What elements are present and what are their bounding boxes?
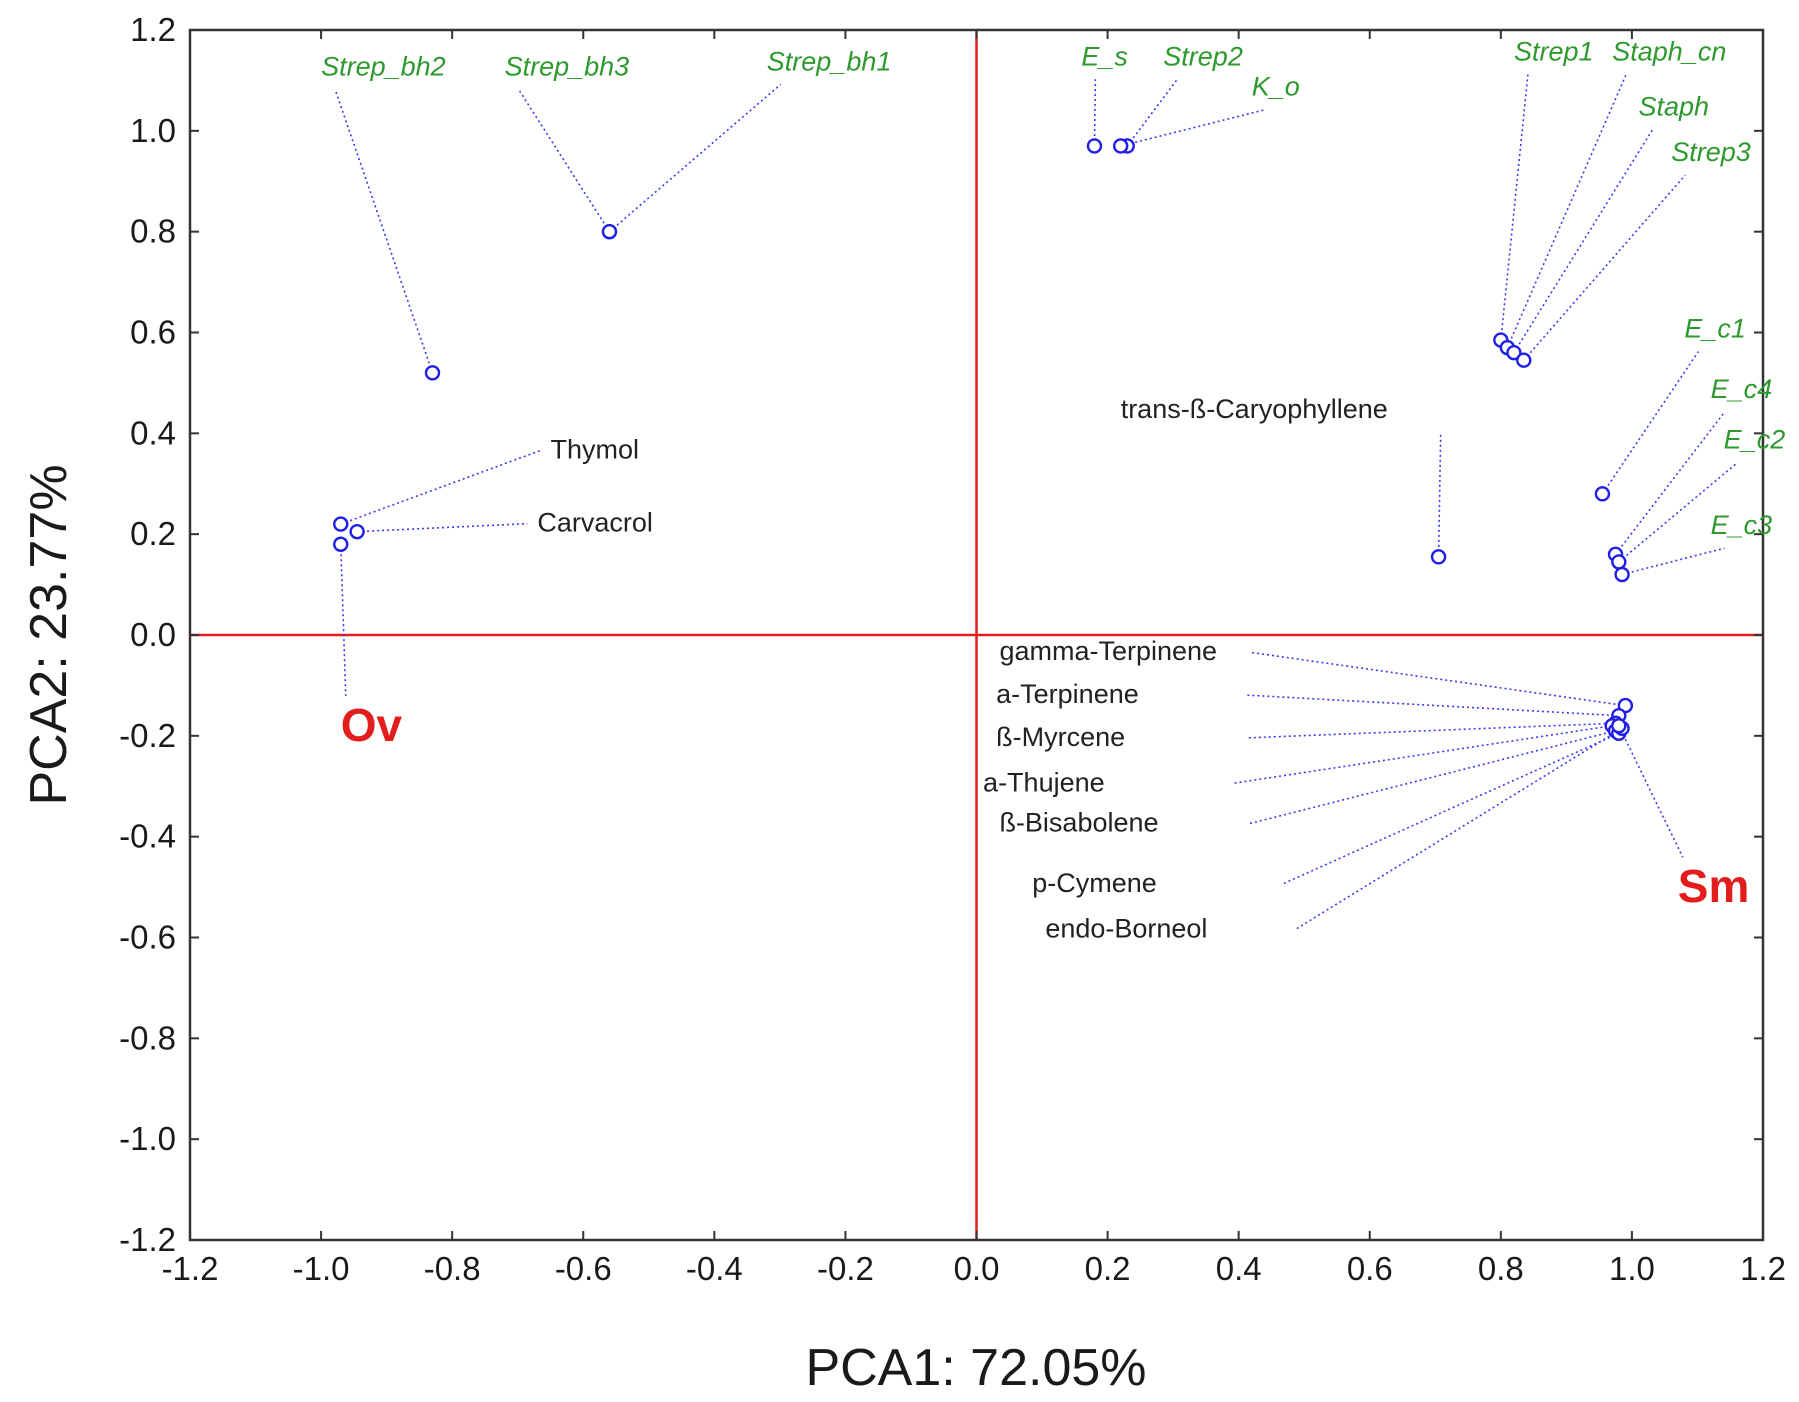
- x-tick-label: -0.4: [686, 1250, 743, 1287]
- label-strep-bh2: Strep_bh2: [321, 51, 446, 81]
- x-tick-label: 0.0: [954, 1250, 1000, 1287]
- y-tick-label: 1.0: [130, 112, 176, 149]
- label-k-o: K_o: [1252, 72, 1300, 102]
- y-tick-label: 0.8: [130, 213, 176, 250]
- point-strep-bh1: [601, 223, 618, 240]
- leader-line-staph: [1513, 129, 1654, 354]
- leader-line-strep3: [1523, 174, 1686, 361]
- leader-line-thymol: [340, 449, 541, 525]
- x-tick-label: 0.8: [1478, 1250, 1524, 1287]
- x-axis-title: PCA1: 72.05%: [805, 1339, 1146, 1397]
- point-staph: [1506, 344, 1522, 361]
- x-tick-label: -0.2: [817, 1250, 874, 1287]
- label-staph: Staph: [1638, 92, 1709, 122]
- point-labels: Strep_bh2 Strep_bh3 Strep_bh1 E_s Strep2 K_o S…: [321, 36, 1785, 943]
- reference-lines: [190, 30, 1763, 1240]
- point-e-c1: [1594, 486, 1611, 502]
- leader-line-endo-borneol: [1294, 727, 1623, 931]
- point-e-s: [1086, 138, 1103, 154]
- x-tick-label: -0.6: [555, 1250, 612, 1287]
- leader-line-carvacrol: [357, 522, 528, 533]
- x-tick-label: 1.0: [1609, 1250, 1655, 1287]
- label-a-terpinene: a-Terpinene: [996, 679, 1139, 709]
- y-tick-label: 0.2: [130, 515, 176, 552]
- leader-line-p-cymene: [1281, 732, 1620, 885]
- x-tick-label: 0.2: [1085, 1250, 1131, 1287]
- y-tick-label: 0.0: [130, 616, 176, 653]
- label-p-cymene: p-Cymene: [1032, 868, 1157, 898]
- label-endo-borneol: endo-Borneol: [1045, 914, 1207, 944]
- x-tick-label: 1.2: [1740, 1250, 1786, 1287]
- y-tick-label: -0.6: [119, 919, 176, 956]
- label-thymol: Thymol: [550, 435, 639, 465]
- label-gamma-terpinene: gamma-Terpinene: [999, 636, 1217, 666]
- leader-line-e-s: [1093, 79, 1097, 146]
- point-strep3: [1516, 352, 1532, 368]
- label-staph-cn: Staph_cn: [1612, 36, 1726, 66]
- point-trans-caryophyllene: [1430, 549, 1447, 565]
- point-carvacrol: [349, 523, 365, 540]
- leader-line-sm: [1618, 725, 1684, 858]
- leader-line-e-c2: [1618, 461, 1739, 563]
- point-sm: [1611, 718, 1627, 734]
- point-strep-bh2: [424, 365, 441, 381]
- label-strep2: Strep2: [1163, 41, 1243, 71]
- leader-line-e-c1: [1601, 351, 1700, 495]
- label-e-c2: E_c2: [1724, 424, 1786, 454]
- y-tick-label: -1.0: [119, 1120, 176, 1157]
- leader-lines: [334, 73, 1739, 931]
- label-e-c4: E_c4: [1711, 374, 1773, 404]
- label-e-c3: E_c3: [1711, 510, 1773, 540]
- point-ov: [333, 536, 349, 552]
- label-e-c1: E_c1: [1684, 314, 1746, 344]
- leader-line-a-thujene: [1232, 724, 1613, 785]
- label-sm: Sm: [1678, 860, 1750, 912]
- x-tick-label: -1.0: [293, 1250, 350, 1287]
- label-a-thujene: a-Thujene: [983, 767, 1105, 797]
- y-tick-label: -0.2: [119, 717, 176, 754]
- y-tick-label: 0.6: [130, 314, 176, 351]
- leader-line-a-terpinene: [1246, 694, 1619, 717]
- label-e-s: E_s: [1081, 41, 1128, 71]
- label-strep1: Strep1: [1514, 36, 1594, 66]
- label-bisabolene: ß-Bisabolene: [999, 808, 1158, 838]
- point-thymol: [333, 516, 349, 532]
- label-strep-bh3: Strep_bh3: [505, 51, 630, 81]
- point-e-c3: [1614, 566, 1630, 583]
- leader-line-ov: [339, 544, 347, 696]
- y-tick-label: -0.4: [119, 818, 176, 855]
- data-markers: [333, 138, 1634, 742]
- label-myrcene: ß-Myrcene: [996, 722, 1125, 752]
- x-tick-label: -0.8: [424, 1250, 481, 1287]
- leader-line-trans-caryophyllene: [1437, 434, 1442, 557]
- label-trans-caryophyllene: trans-ß-Caryophyllene: [1121, 394, 1388, 424]
- label-strep-bh1: Strep_bh1: [767, 46, 892, 76]
- y-tick-label: -0.8: [119, 1019, 176, 1056]
- y-tick-label: -1.2: [119, 1221, 176, 1258]
- y-tick-label: 1.2: [130, 11, 176, 48]
- x-tick-label: 0.6: [1347, 1250, 1393, 1287]
- point-k-o: [1112, 138, 1129, 154]
- label-strep3: Strep3: [1671, 137, 1751, 167]
- y-tick-label: 0.4: [130, 414, 176, 451]
- label-ov: Ov: [341, 699, 403, 751]
- leader-line-gamma-terpinene: [1249, 651, 1626, 707]
- label-carvacrol: Carvacrol: [537, 508, 653, 538]
- leader-line-strep-bh3: [517, 88, 611, 233]
- point-e-c2: [1611, 554, 1627, 570]
- x-tick-label: 0.4: [1216, 1250, 1262, 1287]
- leader-line-myrcene: [1246, 722, 1616, 739]
- y-axis-title: PCA2: 23.77%: [20, 464, 78, 805]
- x-tick-label: -1.2: [162, 1250, 219, 1287]
- leader-line-strep2: [1126, 78, 1178, 147]
- axis-ticks: -1.2 -1.0 -0.8 -0.6 -0.4 -0.2 0.0 0.2 0.4 0.6 0.8 1…: [119, 11, 1786, 1287]
